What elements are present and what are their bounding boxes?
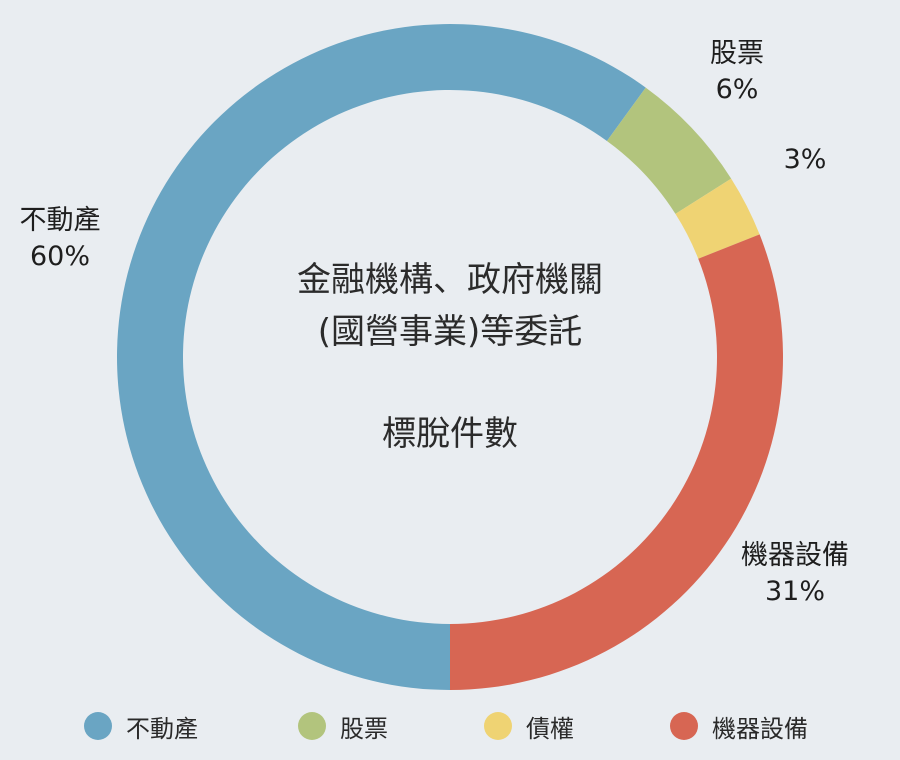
slice-machinery[interactable] xyxy=(450,234,783,690)
center-title-line-3: 標脫件數 xyxy=(382,414,518,454)
slice-label-bonds: 3% xyxy=(770,142,840,178)
slice-label-machinery: 機器設備 31% xyxy=(732,538,858,611)
slice-label-bonds-value: 3% xyxy=(783,144,827,175)
legend-dot-stocks xyxy=(298,712,326,740)
legend-item-bonds[interactable]: 債權 xyxy=(484,702,574,750)
slice-label-real-estate: 不動產 60% xyxy=(14,203,106,276)
legend: 不動產 股票 債權 機器設備 xyxy=(0,702,900,750)
legend-item-stocks[interactable]: 股票 xyxy=(298,702,388,750)
slice-label-real-estate-name: 不動產 xyxy=(19,205,101,236)
slice-bonds[interactable] xyxy=(675,178,760,259)
slice-label-real-estate-value: 60% xyxy=(29,241,90,273)
center-title-line-1: 金融機構、政府機關 xyxy=(297,260,603,300)
slice-label-machinery-value: 31% xyxy=(764,576,825,608)
slice-real-estate[interactable] xyxy=(117,23,646,691)
slice-label-stocks-name: 股票 xyxy=(710,38,764,69)
slice-label-machinery-name: 機器設備 xyxy=(741,540,849,571)
legend-dot-machinery xyxy=(670,712,698,740)
legend-item-machinery[interactable]: 機器設備 xyxy=(670,702,808,750)
legend-label-stocks: 股票 xyxy=(340,714,388,743)
center-title-line-2: (國營事業)等委託 xyxy=(317,312,583,352)
donut-chart xyxy=(117,23,783,691)
legend-dot-bonds xyxy=(484,712,512,740)
legend-label-machinery: 機器設備 xyxy=(712,714,808,743)
slice-label-stocks: 股票 6% xyxy=(692,36,782,109)
legend-label-real-estate: 不動產 xyxy=(126,714,198,743)
legend-label-bonds: 債權 xyxy=(526,714,574,743)
slice-stocks[interactable] xyxy=(606,87,732,214)
slice-label-stocks-value: 6% xyxy=(715,74,759,106)
legend-item-real-estate[interactable]: 不動產 xyxy=(84,702,198,750)
legend-dot-real-estate xyxy=(84,712,112,740)
